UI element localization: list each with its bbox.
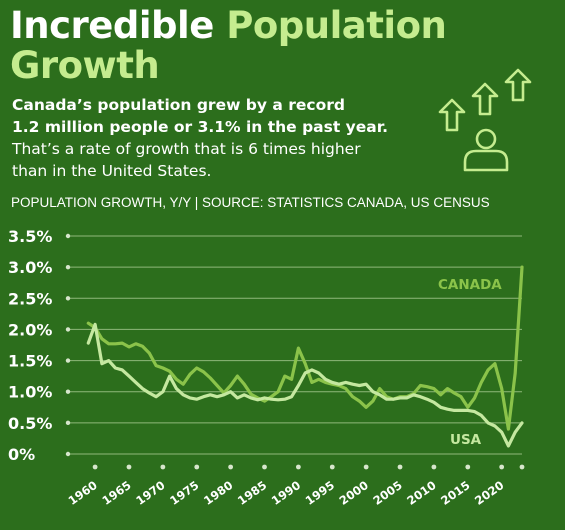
- y-tick-dot: [65, 358, 71, 363]
- arrow-up-icon: [471, 82, 499, 116]
- y-tick-label: 3.0%: [8, 258, 52, 277]
- x-tick-label: 2010: [404, 478, 438, 508]
- x-tick-dot: [431, 464, 437, 470]
- population-growth-chart: 0%0.5%1.0%1.5%2.0%2.5%3.0%3.5%1960 1965 19…: [8, 227, 525, 508]
- arrow-up-icon: [504, 68, 532, 102]
- title-word-population: Population: [226, 4, 447, 47]
- arrow-up-icon: [438, 98, 466, 132]
- x-tick-label: 2015: [438, 478, 472, 508]
- y-tick-label: 1.5%: [8, 352, 52, 371]
- y-tick-label: 2.5%: [8, 289, 52, 308]
- y-tick-dot: [65, 327, 71, 332]
- y-tick-label: 3.5%: [8, 227, 52, 246]
- description: Canada’s population grew by a record 1.2…: [12, 94, 432, 182]
- y-tick-dot: [65, 451, 71, 457]
- x-tick-label: 2005: [370, 478, 404, 508]
- y-tick-dot: [65, 389, 71, 394]
- x-tick-dot: [228, 464, 234, 470]
- x-tick-label: 1975: [167, 478, 201, 508]
- x-tick-dot: [295, 464, 301, 470]
- y-tick-dot: [65, 264, 71, 270]
- x-tick-label: 2020: [472, 478, 506, 508]
- series-line-canada: [86, 265, 524, 431]
- x-tick-dot: [519, 464, 525, 470]
- description-line-3: That’s a rate of growth that is 6 times …: [12, 140, 361, 158]
- x-tick-label: 1970: [133, 478, 167, 508]
- description-line-4: than in the United States.: [12, 162, 212, 180]
- x-tick-label: 1960: [66, 478, 100, 508]
- growth-illustration: [438, 68, 532, 172]
- growth-icon-group: [438, 66, 538, 178]
- y-tick-label: 0%: [8, 445, 35, 464]
- y-tick-dot: [65, 233, 71, 239]
- y-tick-dot: [65, 420, 71, 426]
- x-tick-label: 1965: [99, 478, 133, 508]
- page-title: Incredible Population Growth: [10, 4, 447, 87]
- x-tick-dot: [262, 464, 267, 470]
- x-tick-dot: [126, 464, 132, 470]
- source-line: POPULATION GROWTH, Y/Y | SOURCE: STATIST…: [11, 195, 490, 210]
- x-tick-label: 1985: [235, 478, 269, 508]
- x-tick-dot: [160, 464, 166, 470]
- x-tick-label: 2000: [337, 478, 371, 508]
- annotation-canada: CANADA: [438, 277, 502, 293]
- annotation-usa: USA: [450, 432, 482, 448]
- x-tick-label: 1995: [303, 478, 337, 508]
- x-tick-dot: [397, 464, 403, 470]
- x-tick-dot: [194, 464, 200, 470]
- y-tick-label: 0.5%: [8, 414, 52, 433]
- x-tick-label: 1980: [201, 478, 235, 508]
- x-tick-dot: [329, 464, 335, 470]
- y-tick-label: 1.0%: [8, 383, 52, 402]
- y-tick-label: 2.0%: [8, 320, 52, 339]
- y-tick-dot: [65, 296, 71, 301]
- x-tick-dot: [92, 464, 98, 470]
- description-bold-line-2: 1.2 million people or 3.1% in the past y…: [12, 118, 389, 136]
- x-tick-dot: [499, 464, 505, 470]
- description-bold-line-1: Canada’s population grew by a record: [12, 96, 345, 114]
- x-tick-dot: [363, 464, 369, 470]
- title-word-growth: Growth: [10, 44, 160, 87]
- x-tick-dot: [465, 464, 471, 470]
- series-line-usa: [86, 322, 524, 448]
- x-tick-label: 1990: [269, 478, 303, 508]
- person-icon: [463, 128, 509, 172]
- title-word-incredible: Incredible: [10, 4, 214, 47]
